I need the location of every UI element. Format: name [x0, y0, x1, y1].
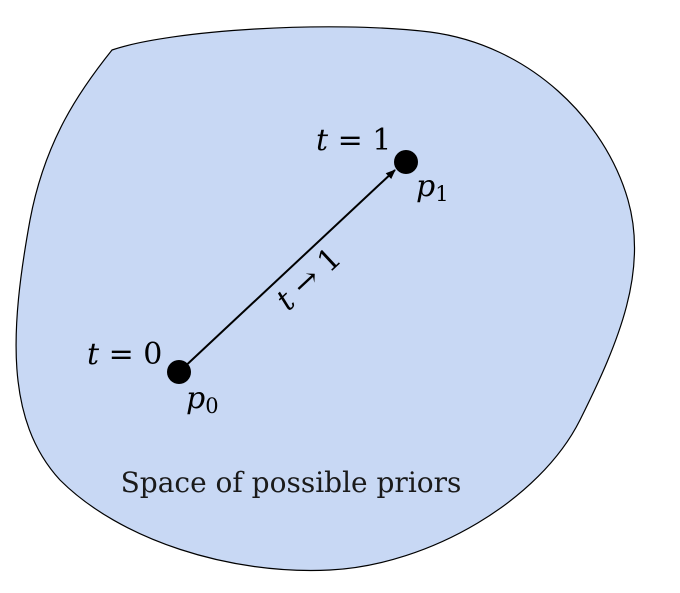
t-zero-label: t = 0 — [87, 337, 162, 372]
point-p0 — [167, 360, 191, 384]
region-caption: Space of possible priors — [121, 466, 462, 499]
p1-label: p1 — [416, 169, 449, 206]
point-p1 — [394, 150, 418, 174]
p0-label: p0 — [186, 381, 219, 418]
prior-space-region — [15, 26, 636, 572]
t-one-label: t = 1 — [316, 123, 391, 158]
path-arrow — [178, 169, 396, 373]
